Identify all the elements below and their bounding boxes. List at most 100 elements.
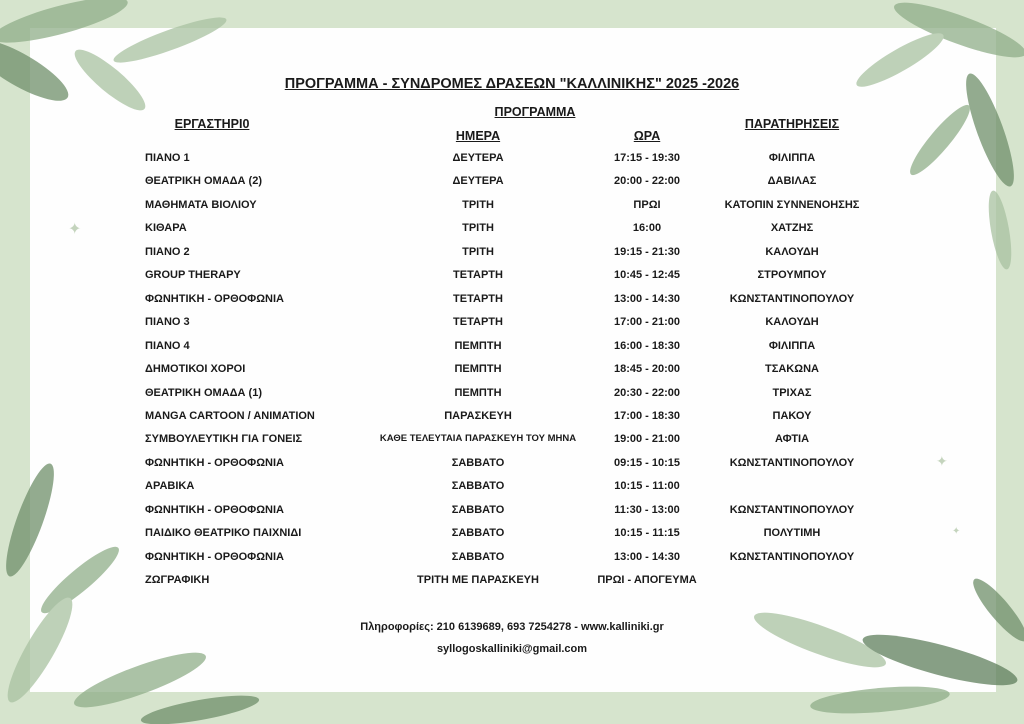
workshop-cell: MANGA CARTOON / ANIMATION xyxy=(145,409,315,422)
time-cell: ΠΡΩΙ xyxy=(633,198,661,211)
workshop-cell: ΠΙΑΝΟ 1 xyxy=(145,152,190,164)
notes-cell: ΚΑΛΟΥΔΗ xyxy=(765,245,819,258)
day-cell: ΤΕΤΑΡΤΗ xyxy=(453,316,503,329)
day-cell: ΔΕΥΤΕΡΑ xyxy=(452,175,504,188)
workshop-cell: ΦΩΝΗΤΙΚΗ - ΟΡΘΟΦΩΝΙΑ xyxy=(145,503,284,516)
table-row: ΚΙΘΑΡΑ ΤΡΙΤΗ 16:00 ΧΑΤΖΗΣ xyxy=(0,222,1024,242)
day-cell: ΣΑΒΒΑΤΟ xyxy=(451,527,505,540)
table-row: ΦΩΝΗΤΙΚΗ - ΟΡΘΟΦΩΝΙΑ ΣΑΒΒΑΤΟ 09:15 - 10:15… xyxy=(0,457,1024,477)
notes-cell: ΠΑΚΟΥ xyxy=(772,409,812,422)
day-cell: ΔΕΥΤΕΡΑ xyxy=(452,152,504,164)
page-title: ΠΡΟΓΡΑΜΜΑ - ΣΥΝΔΡΟΜΕΣ ΔΡΑΣΕΩΝ "ΚΑΛΛΙΝΙΚΗ… xyxy=(284,76,740,92)
time-cell: 10:15 - 11:00 xyxy=(614,480,680,493)
day-cell: ΚΑΘΕ ΤΕΛΕΥΤΑΙΑ ΠΑΡΑΣΚΕΥΗ ΤΟΥ ΜΗΝΑ xyxy=(379,433,577,445)
notes-cell: ΠΟΛΥΤΙΜΗ xyxy=(763,527,821,540)
day-cell: ΤΡΙΤΗ ΜΕ ΠΑΡΑΣΚΕΥΗ xyxy=(417,574,539,587)
table-row: ΦΩΝΗΤΙΚΗ - ΟΡΘΟΦΩΝΙΑ ΣΑΒΒΑΤΟ 13:00 - 14:30… xyxy=(0,551,1024,571)
time-cell: 16:00 xyxy=(632,222,662,235)
time-cell: 10:45 - 12:45 xyxy=(613,269,681,282)
notes-cell: ΧΑΤΖΗΣ xyxy=(770,222,814,235)
header-notes: ΠΑΡΑΤΗΡΗΣΕΙΣ xyxy=(744,117,840,131)
time-cell: 16:00 - 18:30 xyxy=(613,339,681,352)
workshop-cell: ΔΗΜΟΤΙΚΟΙ ΧΟΡΟΙ xyxy=(145,363,246,376)
workshop-cell: ΦΩΝΗΤΙΚΗ - ΟΡΘΟΦΩΝΙΑ xyxy=(145,456,284,469)
table-row: ΠΑΙΔΙΚΟ ΘΕΑΤΡΙΚΟ ΠΑΙΧΝΙΔΙ ΣΑΒΒΑΤΟ 10:15 - … xyxy=(0,527,1024,547)
table-row: ΠΙΑΝΟ 1 ΔΕΥΤΕΡΑ 17:15 - 19:30 ΦΙΛΙΠΠΑ xyxy=(0,152,1024,172)
workshop-cell: ΠΑΙΔΙΚΟ ΘΕΑΤΡΙΚΟ ΠΑΙΧΝΙΔΙ xyxy=(145,527,302,540)
notes-cell: ΚΩΝΣΤΑΝΤΙΝΟΠΟΥΛΟΥ xyxy=(729,550,855,563)
time-cell: 13:00 - 14:30 xyxy=(613,292,681,305)
day-cell: ΣΑΒΒΑΤΟ xyxy=(451,480,505,493)
notes-cell: ΦΙΛΙΠΠΑ xyxy=(768,339,816,352)
table-row: ΠΙΑΝΟ 3 ΤΕΤΑΡΤΗ 17:00 - 21:00 ΚΑΛΟΥΔΗ xyxy=(0,316,1024,336)
table-row: ΠΙΑΝΟ 4 ΠΕΜΠΤΗ 16:00 - 18:30 ΦΙΛΙΠΠΑ xyxy=(0,340,1024,360)
day-cell: ΤΡΙΤΗ xyxy=(462,245,494,258)
table-row: ΠΙΑΝΟ 2 ΤΡΙΤΗ 19:15 - 21:30 ΚΑΛΟΥΔΗ xyxy=(0,246,1024,266)
table-row: ΘΕΑΤΡΙΚΗ ΟΜΑΔΑ (2) ΔΕΥΤΕΡΑ 20:00 - 22:00 ΔΑ… xyxy=(0,175,1024,195)
time-cell: ΠΡΩΙ - ΑΠΟΓΕΥΜΑ xyxy=(597,574,697,587)
table-row: ΘΕΑΤΡΙΚΗ ΟΜΑΔΑ (1) ΠΕΜΠΤΗ 20:30 - 22:00 ΤΡΙ… xyxy=(0,387,1024,407)
day-cell: ΤΡΙΤΗ xyxy=(462,198,494,211)
workshop-cell: ΠΙΑΝΟ 2 xyxy=(145,245,190,258)
time-cell: 19:00 - 21:00 xyxy=(613,433,681,446)
time-cell: 20:30 - 22:00 xyxy=(613,386,681,399)
day-cell: ΠΕΜΠΤΗ xyxy=(454,363,502,376)
notes-cell: ΚΩΝΣΤΑΝΤΙΝΟΠΟΥΛΟΥ xyxy=(729,456,855,469)
workshop-cell: ΘΕΑΤΡΙΚΗ ΟΜΑΔΑ (1) xyxy=(145,386,262,399)
table-row: ΔΗΜΟΤΙΚΟΙ ΧΟΡΟΙ ΠΕΜΠΤΗ 18:45 - 20:00 ΤΣΑΚΩΝ… xyxy=(0,363,1024,383)
table-row: ΣΥΜΒΟΥΛΕΥΤΙΚΗ ΓΙΑ ΓΟΝΕΙΣ ΚΑΘΕ ΤΕΛΕΥΤΑΙΑ Π… xyxy=(0,433,1024,453)
day-cell: ΣΑΒΒΑΤΟ xyxy=(451,503,505,516)
day-cell: ΤΡΙΤΗ xyxy=(462,222,494,235)
table-row: ΦΩΝΗΤΙΚΗ - ΟΡΘΟΦΩΝΙΑ ΣΑΒΒΑΤΟ 11:30 - 13:00… xyxy=(0,504,1024,524)
notes-cell: ΚΑΤΟΠΙΝ ΣΥΝΝΕΝΟΗΣΗΣ xyxy=(724,198,860,211)
day-cell: ΤΕΤΑΡΤΗ xyxy=(453,292,503,305)
header-day: ΗΜΕΡΑ xyxy=(455,129,501,143)
table-row: ΑΡΑΒΙΚΑ ΣΑΒΒΑΤΟ 10:15 - 11:00 xyxy=(0,480,1024,500)
table-row: ΦΩΝΗΤΙΚΗ - ΟΡΘΟΦΩΝΙΑ ΤΕΤΑΡΤΗ 13:00 - 14:30… xyxy=(0,293,1024,313)
time-cell: 17:00 - 18:30 xyxy=(613,409,681,422)
header-workshop: ΕΡΓΑΣΤΗΡΙ0 xyxy=(174,117,250,131)
workshop-cell: ΑΡΑΒΙΚΑ xyxy=(145,480,195,493)
notes-cell: ΑΦΤΙΑ xyxy=(774,433,810,446)
table-row: GROUP THERAPY ΤΕΤΑΡΤΗ 10:45 - 12:45 ΣΤΡΟΥΜΠ… xyxy=(0,269,1024,289)
workshop-cell: ΚΙΘΑΡΑ xyxy=(145,222,187,235)
day-cell: ΠΕΜΠΤΗ xyxy=(454,339,502,352)
header-program: ΠΡΟΓΡΑΜΜΑ xyxy=(494,105,576,119)
workshop-cell: ΦΩΝΗΤΙΚΗ - ΟΡΘΟΦΩΝΙΑ xyxy=(145,550,284,563)
day-cell: ΠΑΡΑΣΚΕΥΗ xyxy=(444,409,512,422)
notes-cell: ΚΩΝΣΤΑΝΤΙΝΟΠΟΥΛΟΥ xyxy=(729,292,855,305)
table-row: MANGA CARTOON / ANIMATION ΠΑΡΑΣΚΕΥΗ 17:00 … xyxy=(0,410,1024,430)
time-cell: 13:00 - 14:30 xyxy=(613,550,681,563)
time-cell: 18:45 - 20:00 xyxy=(613,363,681,376)
notes-cell: ΔΑΒΙΛΑΣ xyxy=(767,175,817,188)
time-cell: 17:15 - 19:30 xyxy=(613,152,681,164)
time-cell: 10:15 - 11:15 xyxy=(614,527,680,540)
workshop-cell: ΦΩΝΗΤΙΚΗ - ΟΡΘΟΦΩΝΙΑ xyxy=(145,292,284,305)
time-cell: 09:15 - 10:15 xyxy=(613,456,681,469)
notes-cell: ΤΣΑΚΩΝΑ xyxy=(765,363,819,376)
day-cell: ΠΕΜΠΤΗ xyxy=(454,386,502,399)
workshop-cell: ΘΕΑΤΡΙΚΗ ΟΜΑΔΑ (2) xyxy=(145,175,262,188)
time-cell: 17:00 - 21:00 xyxy=(613,316,681,329)
footer-email: syllogoskalliniki@gmail.com xyxy=(436,643,588,655)
day-cell: ΣΑΒΒΑΤΟ xyxy=(451,550,505,563)
workshop-cell: ΖΩΓΡΑΦΙΚΗ xyxy=(145,574,210,587)
time-cell: 20:00 - 22:00 xyxy=(613,175,681,188)
notes-cell: ΤΡΙΧΑΣ xyxy=(772,386,812,399)
time-cell: 19:15 - 21:30 xyxy=(613,245,681,258)
notes-cell: ΣΤΡΟΥΜΠΟΥ xyxy=(757,269,827,282)
notes-cell: ΦΙΛΙΠΠΑ xyxy=(768,152,816,164)
workshop-cell: ΠΙΑΝΟ 3 xyxy=(145,316,190,329)
notes-cell: ΚΑΛΟΥΔΗ xyxy=(765,316,819,329)
notes-cell: ΚΩΝΣΤΑΝΤΙΝΟΠΟΥΛΟΥ xyxy=(729,503,855,516)
workshop-cell: GROUP THERAPY xyxy=(145,269,241,282)
day-cell: ΣΑΒΒΑΤΟ xyxy=(451,456,505,469)
workshop-cell: ΣΥΜΒΟΥΛΕΥΤΙΚΗ ΓΙΑ ΓΟΝΕΙΣ xyxy=(145,433,303,446)
header-time: ΩΡΑ xyxy=(633,129,661,143)
table-row: ΖΩΓΡΑΦΙΚΗ ΤΡΙΤΗ ΜΕ ΠΑΡΑΣΚΕΥΗ ΠΡΩΙ - ΑΠΟΓΕΥ… xyxy=(0,574,1024,594)
footer-info: Πληροφορίες: 210 6139689, 693 7254278 - … xyxy=(360,621,664,633)
day-cell: ΤΕΤΑΡΤΗ xyxy=(453,269,503,282)
workshop-cell: ΜΑΘΗΜΑΤΑ ΒΙΟΛΙΟΥ xyxy=(145,198,257,211)
workshop-cell: ΠΙΑΝΟ 4 xyxy=(145,339,190,352)
time-cell: 11:30 - 13:00 xyxy=(614,503,680,516)
